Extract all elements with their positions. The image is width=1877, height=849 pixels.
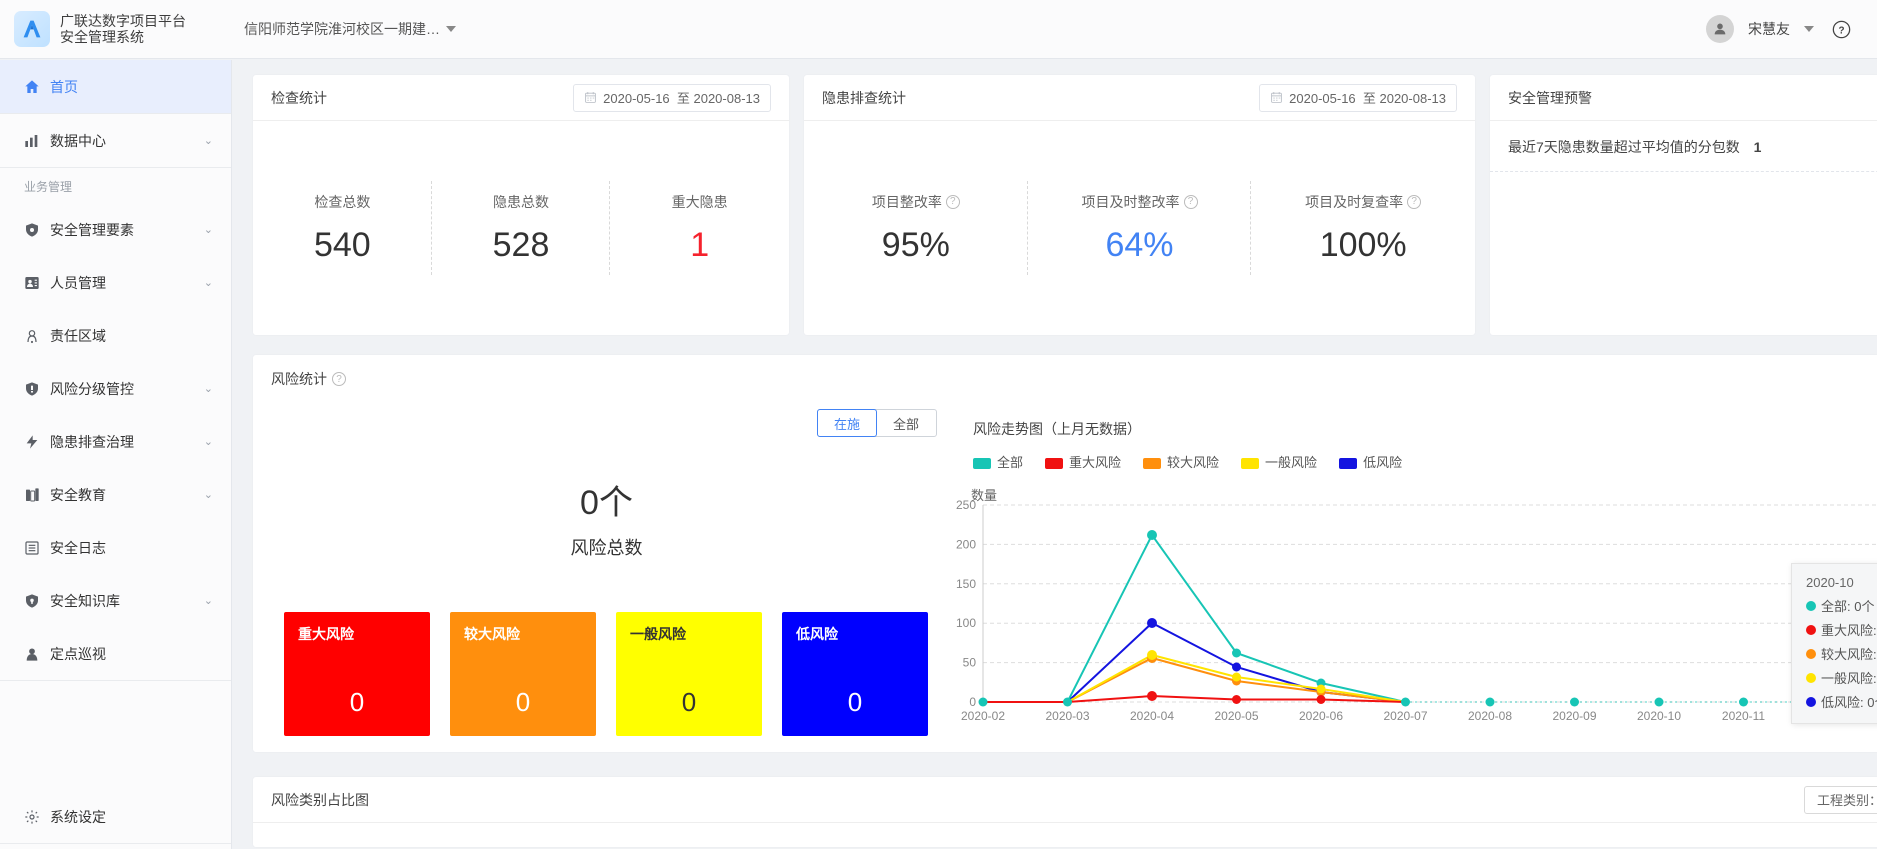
svg-text:2020-10: 2020-10 <box>1637 709 1681 723</box>
svg-text:2020-11: 2020-11 <box>1722 709 1765 723</box>
svg-text:2020-05: 2020-05 <box>1214 709 1258 723</box>
svg-text:2020-07: 2020-07 <box>1383 709 1427 723</box>
svg-text:2020-02: 2020-02 <box>961 709 1005 723</box>
svg-text:2020-09: 2020-09 <box>1552 709 1596 723</box>
svg-text:2020-08: 2020-08 <box>1468 709 1512 723</box>
svg-text:150: 150 <box>956 577 976 591</box>
svg-text:2020-03: 2020-03 <box>1045 709 1089 723</box>
svg-text:250: 250 <box>956 498 976 512</box>
svg-text:100: 100 <box>956 616 976 630</box>
svg-text:200: 200 <box>956 537 976 551</box>
svg-text:2020-04: 2020-04 <box>1130 709 1174 723</box>
svg-text:0: 0 <box>969 695 976 709</box>
svg-text:50: 50 <box>963 656 977 670</box>
svg-text:2020-06: 2020-06 <box>1299 709 1343 723</box>
svg-text:?: ? <box>1838 25 1844 36</box>
